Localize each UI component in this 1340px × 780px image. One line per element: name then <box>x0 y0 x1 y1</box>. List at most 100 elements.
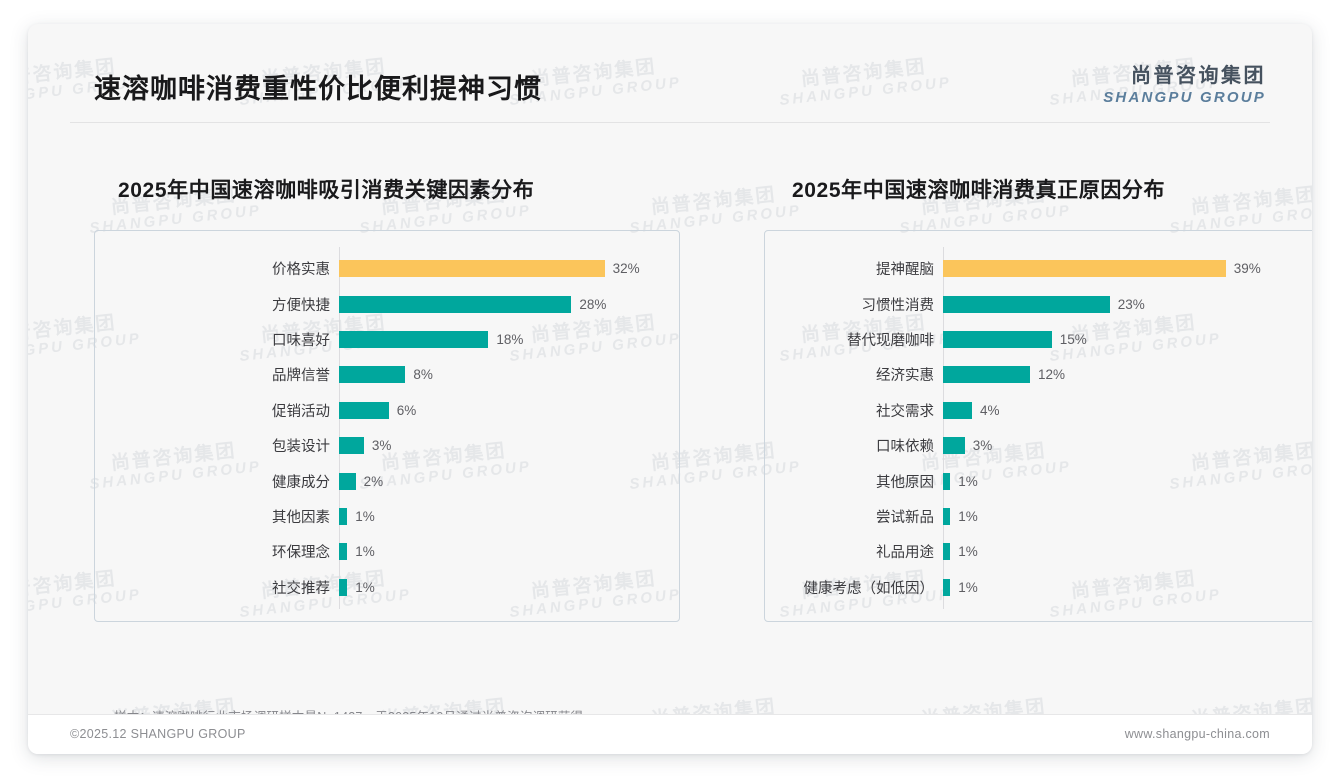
bar-value-label: 3% <box>371 438 392 454</box>
bar-track: 39% <box>943 252 1312 286</box>
bar-row: 提神醒脑 39% <box>765 252 1312 286</box>
bar-track: 1% <box>943 535 1312 569</box>
chart-title-right: 2025年中国速溶咖啡消费真正原因分布 <box>792 179 1166 202</box>
bar-row: 促销活动 6% <box>95 393 679 427</box>
bar-track: 1% <box>943 499 1312 533</box>
bar-track: 28% <box>339 287 679 321</box>
bar-row: 健康成分 2% <box>95 464 679 498</box>
bar-category-label: 其他因素 <box>272 509 330 526</box>
bar-category-label: 口味喜好 <box>272 332 330 349</box>
bar-row: 口味喜好 18% <box>95 322 679 356</box>
bar <box>943 472 951 490</box>
bar <box>943 366 1030 384</box>
bar <box>339 578 348 596</box>
bar-rows-left: 价格实惠 32% 方便快捷 28% 口味喜好 18% 品牌信誉 8% 促销活动 6% 包装设计 3% 健… <box>95 251 679 605</box>
bar-highlight <box>943 260 1226 278</box>
bar-value-label: 23% <box>1117 296 1145 312</box>
chart-card-left: 价格实惠 32% 方便快捷 28% 口味喜好 18% 品牌信誉 8% 促销活动 6% 包装设计 3% 健… <box>94 230 680 622</box>
chart-card-right: 提神醒脑 39% 习惯性消费 23% 替代现磨咖啡 15% 经济实惠 12% 社交需求 4% 口味依… <box>764 230 1312 622</box>
chart-axis-left <box>339 247 340 609</box>
bar-category-label: 社交推荐 <box>272 580 330 597</box>
brand-logo-en: SHANGPU GROUP <box>1103 89 1266 106</box>
bar <box>339 472 356 490</box>
bar <box>943 437 965 455</box>
bar-category-label: 包装设计 <box>272 439 330 456</box>
bar-track: 3% <box>339 429 679 463</box>
bar <box>943 330 1052 348</box>
bar <box>943 401 972 419</box>
bar-category-label: 环保理念 <box>272 545 330 562</box>
bar-value-label: 1% <box>958 544 978 560</box>
bar-row: 方便快捷 28% <box>95 287 679 321</box>
bar-track: 1% <box>339 499 679 533</box>
bar <box>339 401 389 419</box>
bar-value-label: 1% <box>958 508 978 524</box>
bar-category-label: 习惯性消费 <box>861 297 935 314</box>
bar-value-label: 1% <box>355 544 375 560</box>
bar-row: 社交推荐 1% <box>95 570 679 604</box>
bar <box>943 578 951 596</box>
header-divider <box>70 122 1270 123</box>
bar-value-label: 32% <box>612 261 640 277</box>
chart-axis-right <box>943 247 944 609</box>
bar-row: 替代现磨咖啡 15% <box>765 322 1312 356</box>
bar-category-label: 价格实惠 <box>272 262 330 279</box>
brand-logo: 尚普咨询集团 SHANGPU GROUP <box>1103 64 1266 108</box>
footer-divider <box>28 714 1312 715</box>
bar-value-label: 12% <box>1038 367 1066 383</box>
bar-track: 1% <box>339 570 679 604</box>
bar-row: 其他因素 1% <box>95 499 679 533</box>
bar-category-label: 经济实惠 <box>876 368 934 385</box>
bar <box>339 543 348 561</box>
bar-row: 经济实惠 12% <box>765 358 1312 392</box>
brand-logo-cn: 尚普咨询集团 <box>1131 65 1266 87</box>
bar-track: 18% <box>339 322 679 356</box>
page-title: 速溶咖啡消费重性价比便利提神习惯 <box>94 74 542 104</box>
slide-header: 速溶咖啡消费重性价比便利提神习惯 尚普咨询集团 SHANGPU GROUP <box>28 24 1312 122</box>
bar-track: 12% <box>943 358 1312 392</box>
bar-track: 8% <box>339 358 679 392</box>
bar-value-label: 6% <box>396 402 417 418</box>
bar-row: 礼品用途 1% <box>765 535 1312 569</box>
bar-category-label: 方便快捷 <box>272 297 330 314</box>
bar-category-label: 礼品用途 <box>876 545 934 562</box>
bar-row: 环保理念 1% <box>95 535 679 569</box>
bar-category-label: 社交需求 <box>876 403 934 420</box>
bar-category-label: 口味依赖 <box>876 439 934 456</box>
bar-value-label: 4% <box>980 402 1000 418</box>
bar-value-label: 1% <box>355 508 375 524</box>
bar-category-label: 健康考虑（如低因） <box>803 580 935 597</box>
bar <box>339 437 364 455</box>
bar-category-label: 促销活动 <box>272 403 330 420</box>
bar <box>943 543 951 561</box>
bar-row: 包装设计 3% <box>95 429 679 463</box>
bar-row: 健康考虑（如低因） 1% <box>765 570 1312 604</box>
chart-title-left: 2025年中国速溶咖啡吸引消费关键因素分布 <box>118 179 535 202</box>
bar-value-label: 1% <box>355 579 375 595</box>
bar <box>339 330 489 348</box>
bar <box>339 507 348 525</box>
bar-value-label: 1% <box>958 473 978 489</box>
bar-track: 2% <box>339 464 679 498</box>
bar-value-label: 8% <box>413 367 433 383</box>
bar-row: 价格实惠 32% <box>95 252 679 286</box>
bar-value-label: 3% <box>972 438 993 454</box>
bar-value-label: 15% <box>1059 331 1087 347</box>
bar-value-label: 18% <box>496 331 524 347</box>
bar-row: 社交需求 4% <box>765 393 1312 427</box>
bar-value-label: 39% <box>1233 261 1261 277</box>
bar-category-label: 其他原因 <box>876 474 934 491</box>
bar <box>339 366 406 384</box>
footer-copyright: ©2025.12 SHANGPU GROUP <box>70 727 246 741</box>
bar-value-label: 1% <box>958 579 978 595</box>
bar-row: 口味依赖 3% <box>765 429 1312 463</box>
bar-track: 23% <box>943 287 1312 321</box>
bar-category-label: 尝试新品 <box>876 509 934 526</box>
bar <box>943 295 1110 313</box>
bar-value-label: 2% <box>363 473 384 489</box>
bar-track: 15% <box>943 322 1312 356</box>
chart-panel-right: 2025年中国速溶咖啡消费真正原因分布 提神醒脑 39% 习惯性消费 23% 替代现磨咖… <box>764 174 1312 622</box>
slide-footer: ©2025.12 SHANGPU GROUP www.shangpu-china… <box>28 715 1312 754</box>
bar-row: 品牌信誉 8% <box>95 358 679 392</box>
slide-canvas: 尚普咨询集团 SHANGPU GROUP 尚普咨询集团 SHANGPU GROUP 尚普… <box>28 24 1312 754</box>
